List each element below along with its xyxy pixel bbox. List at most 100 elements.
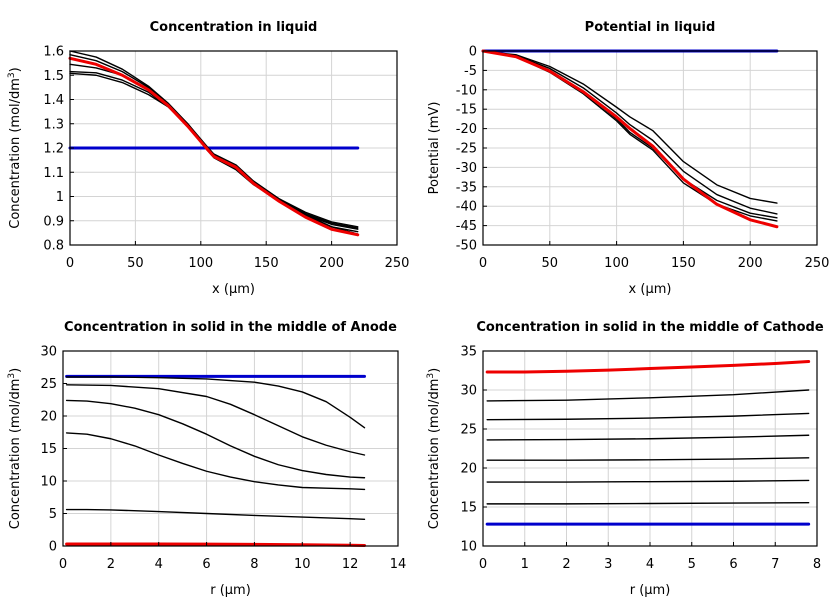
y-tick-label: -30 bbox=[456, 161, 477, 176]
y-tick-label: -15 bbox=[456, 103, 477, 118]
x-tick-label: 150 bbox=[671, 256, 696, 271]
series-line-t2 bbox=[486, 479, 810, 483]
chart-title: Concentration in liquid bbox=[150, 20, 318, 35]
series-line-t3 bbox=[65, 399, 366, 479]
series-line-t4 bbox=[65, 432, 366, 491]
x-tick-label: 6 bbox=[202, 557, 210, 572]
series-line-final bbox=[485, 360, 811, 374]
x-axis-label: x (µm) bbox=[212, 282, 255, 297]
y-tick-label: 35 bbox=[460, 345, 477, 360]
x-tick-label: 200 bbox=[738, 256, 763, 271]
series-line-t2 bbox=[69, 70, 359, 229]
x-axis-label: x (µm) bbox=[629, 282, 672, 297]
x-tick-label: 8 bbox=[250, 557, 258, 572]
y-axis-label: Potential (mV) bbox=[427, 102, 442, 195]
y-tick-label: 15 bbox=[40, 442, 57, 457]
y-tick-label: 5 bbox=[49, 507, 57, 522]
y-tick-label: 0 bbox=[469, 45, 477, 60]
series-line-t1 bbox=[482, 50, 778, 222]
y-tick-label: -25 bbox=[456, 142, 477, 157]
y-tick-label: -5 bbox=[464, 64, 477, 79]
chart-title: Concentration in solid in the middle of … bbox=[476, 320, 824, 335]
y-tick-label: 10 bbox=[40, 475, 57, 490]
x-tick-label: 4 bbox=[646, 557, 654, 572]
series-line-t5 bbox=[65, 508, 366, 521]
x-tick-label: 0 bbox=[479, 256, 487, 271]
x-tick-label: 100 bbox=[188, 256, 213, 271]
x-tick-label: 200 bbox=[319, 256, 344, 271]
y-tick-label: 1.6 bbox=[43, 45, 64, 60]
y-tick-label: 0.9 bbox=[43, 214, 64, 229]
x-tick-label: 5 bbox=[688, 557, 696, 572]
x-tick-label: 50 bbox=[127, 256, 144, 271]
y-tick-label: 25 bbox=[40, 377, 57, 392]
series-line-t4 bbox=[69, 53, 359, 233]
y-axis-label: Concentration (mol/dm3) bbox=[7, 368, 23, 530]
y-tick-label: -20 bbox=[456, 122, 477, 137]
x-tick-label: 14 bbox=[390, 557, 407, 572]
series-line-final bbox=[68, 56, 360, 237]
chart-1: 0 50 100 150 200 250 0.8 0.9 1 1.1 1.2 1.3 1.4 1.5 1.6… bbox=[7, 20, 409, 297]
x-axis-label: r (µm) bbox=[210, 583, 251, 598]
y-tick-label: 0.8 bbox=[43, 239, 64, 254]
y-axis-label: Concentration (mol/dm3) bbox=[426, 368, 442, 530]
series-line-final bbox=[65, 542, 366, 547]
y-tick-label: 30 bbox=[40, 345, 57, 360]
series-line-t4 bbox=[486, 434, 810, 441]
series-line-t4 bbox=[482, 50, 778, 204]
y-tick-label: 1.5 bbox=[43, 69, 64, 84]
series-line-t1 bbox=[486, 502, 810, 505]
x-tick-label: 10 bbox=[294, 557, 311, 572]
x-tick-label: 7 bbox=[771, 557, 779, 572]
x-tick-label: 8 bbox=[813, 557, 821, 572]
x-tick-label: 50 bbox=[542, 256, 559, 271]
chart-title: Potential in liquid bbox=[585, 20, 716, 35]
x-tick-label: 0 bbox=[66, 256, 74, 271]
x-tick-label: 4 bbox=[155, 557, 163, 572]
y-tick-label: 1.3 bbox=[43, 117, 64, 132]
y-tick-label: 20 bbox=[460, 462, 477, 477]
x-axis-label: r (µm) bbox=[630, 583, 671, 598]
x-tick-label: 12 bbox=[342, 557, 359, 572]
y-tick-label: 1.4 bbox=[43, 93, 64, 108]
series-line-t3 bbox=[486, 457, 810, 461]
y-tick-label: 0 bbox=[49, 540, 57, 555]
y-tick-label: 1 bbox=[56, 190, 64, 205]
y-tick-label: 30 bbox=[460, 384, 477, 399]
chart-3: 0 2 4 6 8 10 12 14 0 5 10 15 20 25 30 Concentration in … bbox=[7, 320, 406, 598]
y-tick-label: -35 bbox=[456, 180, 477, 195]
y-tick-label: 1.2 bbox=[43, 142, 64, 157]
x-tick-label: 1 bbox=[521, 557, 529, 572]
y-tick-label: 15 bbox=[460, 501, 477, 516]
y-tick-label: -45 bbox=[456, 219, 477, 234]
y-tick-label: 1.1 bbox=[43, 166, 64, 181]
x-tick-label: 150 bbox=[254, 256, 279, 271]
y-axis-label: Concentration (mol/dm3) bbox=[7, 67, 23, 229]
x-tick-label: 0 bbox=[59, 557, 67, 572]
chart-4: 0 1 2 3 4 5 6 7 8 10 15 20 25 30 35 Concentration in so… bbox=[426, 320, 824, 598]
x-tick-label: 3 bbox=[604, 557, 612, 572]
series-line-t3 bbox=[482, 50, 778, 215]
series-line-t5 bbox=[69, 50, 359, 235]
x-tick-label: 0 bbox=[479, 557, 487, 572]
x-tick-label: 250 bbox=[385, 256, 410, 271]
y-tick-label: -40 bbox=[456, 200, 477, 215]
y-tick-label: 20 bbox=[40, 410, 57, 425]
chart-title: Concentration in solid in the middle of … bbox=[64, 320, 397, 335]
x-tick-label: 6 bbox=[729, 557, 737, 572]
series-line-t6 bbox=[486, 389, 810, 402]
series-line-t1 bbox=[69, 72, 359, 228]
x-tick-label: 250 bbox=[805, 256, 830, 271]
series-line-t2 bbox=[65, 384, 366, 456]
y-tick-label: 25 bbox=[460, 423, 477, 438]
y-tick-label: -10 bbox=[456, 83, 477, 98]
x-tick-label: 2 bbox=[107, 557, 115, 572]
series-line-t1 bbox=[65, 376, 366, 429]
chart-2: 0 50 100 150 200 250-50-45-40-35-30-25-20-15-… bbox=[427, 20, 829, 297]
y-tick-label: -50 bbox=[456, 239, 477, 254]
x-tick-label: 100 bbox=[604, 256, 629, 271]
series-line-final bbox=[481, 49, 779, 229]
x-tick-label: 2 bbox=[562, 557, 570, 572]
y-tick-label: 10 bbox=[460, 540, 477, 555]
